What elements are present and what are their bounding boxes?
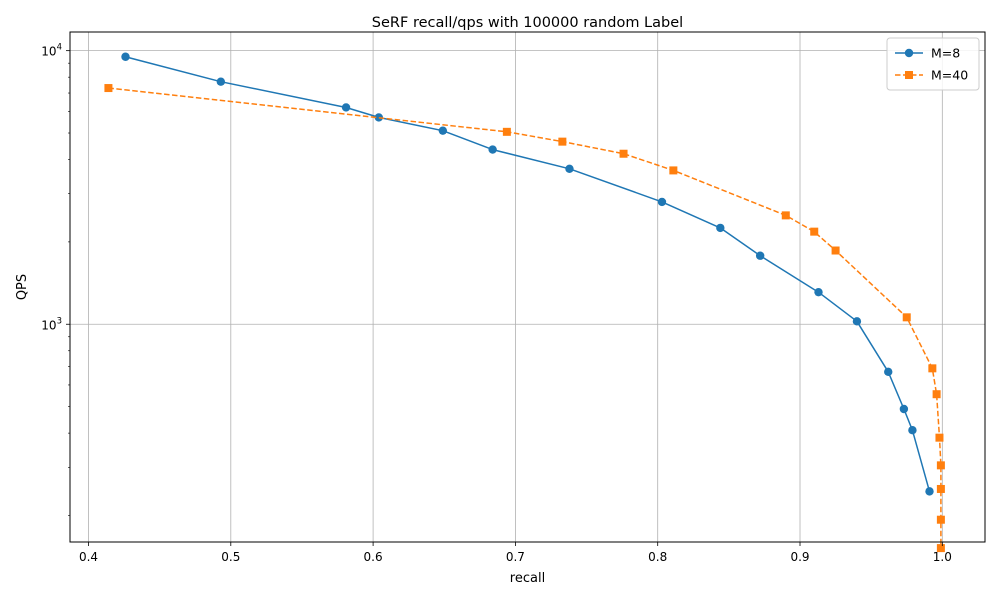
y-tick-label-base: 10	[41, 45, 56, 59]
series-1-point	[341, 103, 351, 112]
series-1-point	[908, 425, 917, 435]
series-2-point	[558, 137, 567, 146]
legend-label-1: M=8	[931, 46, 960, 61]
y-axis-label: QPS	[15, 274, 30, 300]
series-2-point	[831, 246, 840, 255]
series-1-point	[488, 145, 497, 154]
series-1-point	[716, 223, 725, 233]
x-tick-label: 0.9	[790, 550, 809, 564]
series-1-point	[925, 487, 934, 496]
x-axis-label: recall	[510, 571, 545, 586]
series-1-point	[814, 287, 823, 297]
series-2-point	[936, 544, 945, 553]
series-1-point	[565, 164, 574, 173]
x-tick-label: 0.4	[79, 550, 98, 564]
series-1-point	[899, 404, 909, 414]
series-1-point	[216, 77, 226, 86]
series-2-point	[619, 149, 628, 158]
series-2-point	[928, 364, 937, 373]
x-tick-label: 0.7	[506, 550, 525, 564]
y-tick-label-exponent: 4	[57, 43, 62, 53]
x-tick-label: 0.6	[364, 550, 383, 564]
series-line-1	[125, 56, 931, 492]
series-2-point	[902, 313, 911, 322]
series-1-point	[755, 251, 765, 260]
chart-title: SeRF recall/qps with 100000 random Label	[372, 15, 683, 31]
series-2-point	[502, 127, 511, 136]
legend: M=8 M=40	[886, 37, 980, 91]
series-2-point	[936, 461, 945, 470]
series-2-point	[935, 433, 944, 442]
x-tick-label: 0.8	[648, 550, 667, 564]
series-1-point	[657, 197, 667, 207]
x-tick-label: 1.0	[933, 550, 952, 564]
series-layer	[104, 52, 945, 553]
series-line-2	[108, 87, 942, 549]
series-1-point	[121, 52, 130, 61]
legend-label-2: M=40	[931, 68, 968, 83]
y-tick-label-base: 10	[41, 318, 56, 332]
series-2-point	[669, 166, 678, 175]
series-2-point	[936, 484, 945, 493]
plot-area-frame	[69, 31, 986, 543]
series-1-point	[852, 317, 862, 326]
series-1-point	[884, 367, 893, 377]
series-2-point	[104, 84, 113, 93]
series-2-point	[781, 211, 790, 220]
series-2-point	[936, 515, 945, 524]
series-2-point	[932, 390, 941, 399]
legend-marker-1	[904, 48, 914, 58]
series-1-point	[374, 113, 383, 122]
legend-marker-2	[905, 71, 913, 79]
y-tick-label: 103	[41, 316, 62, 332]
y-tick-label: 104	[41, 43, 62, 59]
x-tick-label: 0.5	[221, 550, 240, 564]
series-2-point	[810, 227, 819, 236]
y-tick-label-exponent: 3	[57, 316, 62, 326]
series-1-point	[438, 126, 448, 135]
